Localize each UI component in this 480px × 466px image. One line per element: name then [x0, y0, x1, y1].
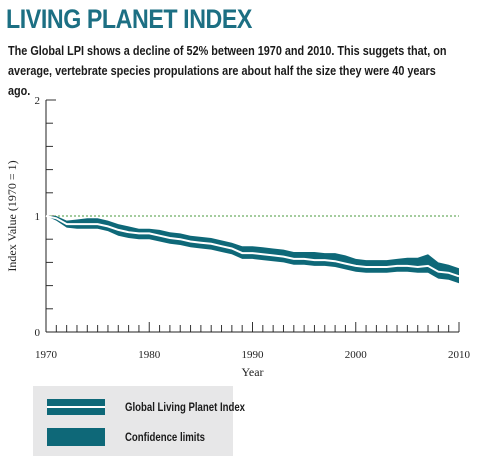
x-axis-title: Year: [241, 365, 263, 379]
y-tick-labels: 0 1 2: [35, 95, 41, 339]
legend: Global Living Planet Index Confidence li…: [33, 386, 245, 456]
y-tick-label: 2: [35, 95, 41, 107]
page-title: LIVING PLANET INDEX: [6, 4, 252, 34]
legend-swatch-index: [47, 399, 105, 415]
y-tick-label: 0: [35, 327, 41, 339]
legend-swatch-confidence-band: [47, 428, 105, 446]
x-tick-label: 2000: [345, 349, 368, 361]
page-subtitle: The Global LPI shows a decline of 52% be…: [8, 43, 447, 98]
living-planet-index-line: [45, 215, 460, 278]
x-tick-label: 1990: [242, 349, 265, 361]
x-tick-label: 1970: [35, 349, 58, 361]
x-tick-label: 2010: [448, 349, 471, 361]
x-tick-label: 1980: [138, 349, 161, 361]
legend-swatch-confidence: [47, 428, 105, 446]
y-axis-title: Index Value (1970 = 1): [5, 160, 19, 271]
legend-label-index: Global Living Planet Index: [125, 400, 246, 414]
legend-label-confidence: Confidence limits: [125, 430, 206, 444]
x-tick-labels: 1970 1980 1990 2000 2010: [35, 349, 471, 361]
y-tick-label: 1: [35, 211, 41, 223]
